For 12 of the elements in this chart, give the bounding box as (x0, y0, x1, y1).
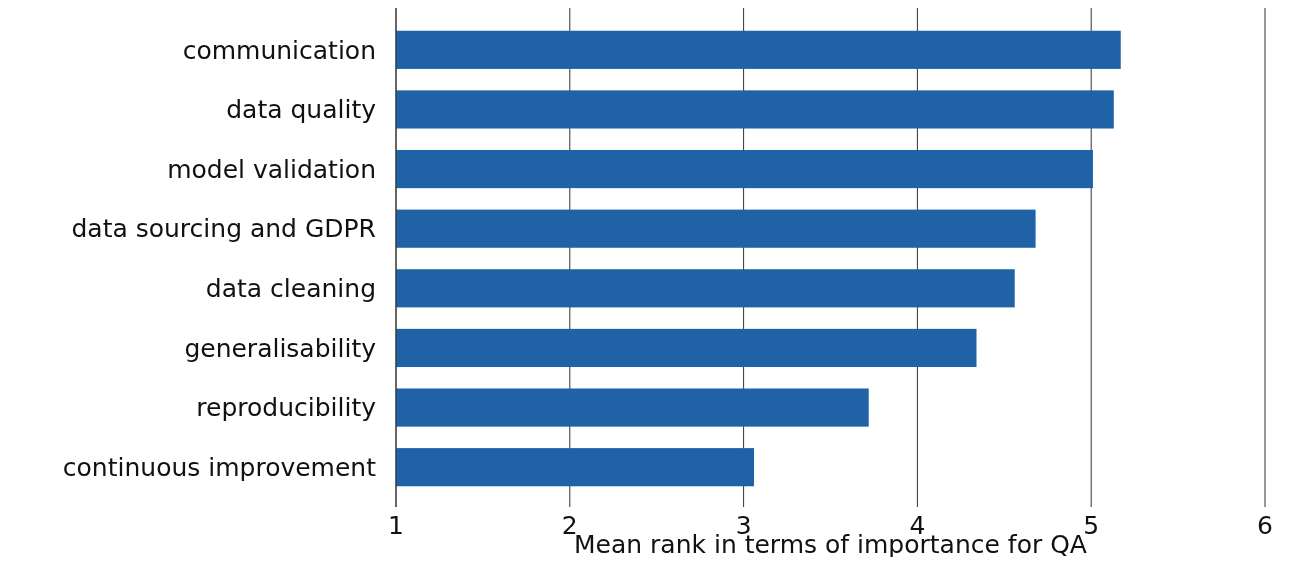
y-tick-label: communication (182, 35, 376, 65)
x-tick-label: 1 (388, 511, 404, 540)
x-tick-label: 4 (909, 511, 926, 540)
y-tick-label: reproducibility (196, 393, 377, 423)
y-tick-label: data sourcing and GDPR (71, 214, 376, 244)
y-tick-label: generalisability (184, 333, 377, 363)
y-tick-label: data cleaning (205, 274, 376, 304)
y-tick-label: data quality (226, 95, 377, 125)
x-tick-label: 6 (1257, 511, 1273, 540)
y-tick-label: model validation (167, 154, 376, 184)
y-tick-label: continuous improvement (62, 452, 377, 482)
x-tick-label: 5 (1083, 511, 1100, 540)
